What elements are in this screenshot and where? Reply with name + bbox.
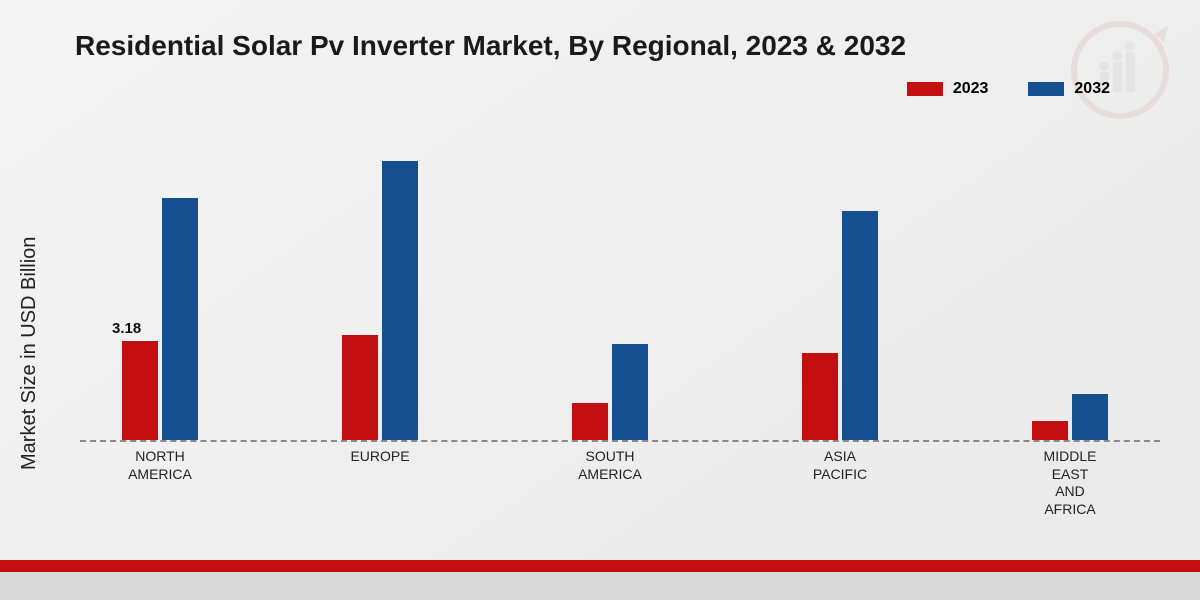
legend: 2023 2032 bbox=[907, 80, 1110, 98]
legend-swatch-2032 bbox=[1028, 82, 1064, 96]
bar-group bbox=[550, 130, 670, 440]
bar-2023 bbox=[1032, 421, 1068, 440]
bar-2023 bbox=[122, 341, 158, 440]
bar-group bbox=[780, 130, 900, 440]
legend-swatch-2023 bbox=[907, 82, 943, 96]
x-axis-baseline bbox=[80, 440, 1160, 442]
bar-2032 bbox=[842, 211, 878, 440]
category-label: ASIAPACIFIC bbox=[780, 448, 900, 483]
bar-2032 bbox=[382, 161, 418, 440]
chart-title: Residential Solar Pv Inverter Market, By… bbox=[75, 30, 906, 62]
category-label: MIDDLEEASTANDAFRICA bbox=[1010, 448, 1130, 518]
bar-group bbox=[320, 130, 440, 440]
bar-2032 bbox=[1072, 394, 1108, 441]
bar-2032 bbox=[162, 198, 198, 440]
y-axis-label: Market Size in USD Billion bbox=[18, 237, 41, 470]
bar-group bbox=[1010, 130, 1130, 440]
chart-canvas: Residential Solar Pv Inverter Market, By… bbox=[0, 0, 1200, 600]
category-label: NORTHAMERICA bbox=[100, 448, 220, 483]
category-labels: NORTHAMERICA EUROPE SOUTHAMERICA ASIAPACIFI… bbox=[80, 448, 1160, 528]
category-label: SOUTHAMERICA bbox=[550, 448, 670, 483]
footer-stripe-gray bbox=[0, 572, 1200, 600]
legend-label-2032: 2032 bbox=[1074, 80, 1110, 98]
legend-item-2032: 2032 bbox=[1028, 80, 1110, 98]
bar-2023 bbox=[802, 353, 838, 440]
footer-stripe-red bbox=[0, 560, 1200, 572]
legend-item-2023: 2023 bbox=[907, 80, 989, 98]
bar-group: 3.18 bbox=[100, 130, 220, 440]
bar-2023 bbox=[572, 403, 608, 440]
legend-label-2023: 2023 bbox=[953, 80, 989, 98]
bar-2032 bbox=[612, 344, 648, 440]
plot-area: 3.18 bbox=[80, 130, 1160, 440]
bar-value-label: 3.18 bbox=[112, 320, 141, 337]
bar-2023 bbox=[342, 335, 378, 440]
category-label: EUROPE bbox=[320, 448, 440, 466]
